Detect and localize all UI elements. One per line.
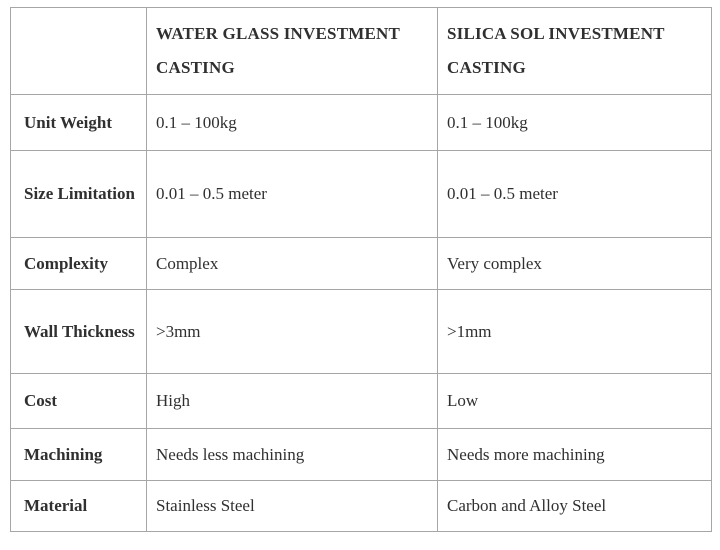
water-glass-value: High: [146, 373, 438, 429]
table-row: Unit Weight 0.1 – 100kg 0.1 – 100kg: [10, 94, 712, 151]
row-label: Complexity: [10, 237, 147, 290]
silica-sol-value: Carbon and Alloy Steel: [437, 480, 712, 532]
silica-sol-value: Very complex: [437, 237, 712, 290]
table-row: Complexity Complex Very complex: [10, 237, 712, 290]
silica-sol-value: 0.1 – 100kg: [437, 94, 712, 151]
row-label: Size Limitation: [10, 150, 147, 238]
table-row: Size Limitation 0.01 – 0.5 meter 0.01 – 0.…: [10, 150, 712, 238]
water-glass-value: 0.1 – 100kg: [146, 94, 438, 151]
silica-sol-value: 0.01 – 0.5 meter: [437, 150, 712, 238]
water-glass-value: >3mm: [146, 289, 438, 374]
silica-sol-value: >1mm: [437, 289, 712, 374]
table-body: Unit Weight 0.1 – 100kg 0.1 – 100kg Size Li…: [10, 94, 712, 532]
water-glass-value: 0.01 – 0.5 meter: [146, 150, 438, 238]
row-label: Cost: [10, 373, 147, 429]
silica-sol-value: Low: [437, 373, 712, 429]
corner-cell: [10, 7, 147, 95]
table-header-row: WATER GLASS INVESTMENT CASTING SILICA SO…: [10, 7, 712, 95]
row-label: Wall Thickness: [10, 289, 147, 374]
water-glass-value: Needs less machining: [146, 428, 438, 481]
casting-comparison-table: WATER GLASS INVESTMENT CASTING SILICA SO…: [10, 7, 712, 532]
water-glass-value: Stainless Steel: [146, 480, 438, 532]
column-header-silica-sol: SILICA SOL INVESTMENT CASTING: [437, 7, 712, 95]
table-row: Machining Needs less machining Needs more …: [10, 428, 712, 481]
row-label: Machining: [10, 428, 147, 481]
table-row: Cost High Low: [10, 373, 712, 429]
silica-sol-value: Needs more machining: [437, 428, 712, 481]
column-header-water-glass: WATER GLASS INVESTMENT CASTING: [146, 7, 438, 95]
table-row: Material Stainless Steel Carbon and Alloy …: [10, 480, 712, 532]
row-label: Material: [10, 480, 147, 532]
table-row: Wall Thickness >3mm >1mm: [10, 289, 712, 374]
row-label: Unit Weight: [10, 94, 147, 151]
water-glass-value: Complex: [146, 237, 438, 290]
